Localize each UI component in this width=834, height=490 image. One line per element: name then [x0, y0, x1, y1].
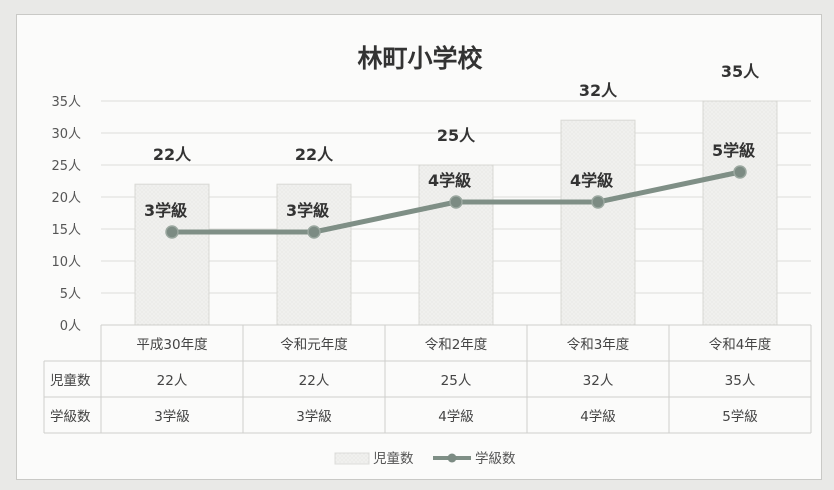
chart-title: 林町小学校: [357, 44, 483, 73]
x-tick-label: 令和3年度: [567, 337, 630, 353]
table-cell: 22人: [299, 373, 330, 389]
table-cell: 4学級: [438, 409, 474, 425]
line-point: [449, 195, 463, 209]
table-cell: 3学級: [296, 409, 332, 425]
bar: [134, 183, 210, 326]
y-tick-label: 35人: [51, 95, 81, 110]
legend-label: 児童数: [373, 450, 414, 467]
table-cell: 32人: [583, 373, 614, 389]
line-point: [165, 225, 179, 239]
legend-label: 学級数: [475, 451, 516, 467]
x-tick-label: 令和2年度: [425, 337, 488, 353]
bar-value-label: 35人: [721, 62, 760, 81]
x-tick-label: 令和元年度: [280, 337, 348, 353]
table-cell: 35人: [725, 373, 756, 389]
bar-value-label: 32人: [579, 81, 618, 100]
line-value-label: 3学級: [144, 201, 187, 220]
y-tick-label: 20人: [51, 191, 81, 206]
chart-frame: 林町小学校 0人 5人 10人 15人 20人 25人 30人 35人 22人 22人 25人 32…: [16, 14, 822, 480]
line-value-label: 4学級: [428, 171, 471, 190]
table-cell: 5学級: [722, 409, 758, 425]
y-tick-label: 5人: [60, 287, 81, 302]
y-tick-label: 25人: [51, 159, 81, 174]
bar: [702, 100, 778, 326]
bar-value-label: 25人: [437, 126, 476, 145]
y-tick-label: 15人: [51, 223, 81, 238]
legend-swatch-marker: [447, 453, 457, 463]
bar: [276, 183, 352, 326]
table-cell: 3学級: [154, 409, 190, 425]
line-value-label: 3学級: [286, 201, 329, 220]
table-cell: 4学級: [580, 409, 616, 425]
bar-value-label: 22人: [153, 145, 192, 164]
bar: [560, 119, 636, 326]
y-axis-ticks: 0人 5人 10人 15人 20人 25人 30人 35人: [51, 95, 81, 334]
x-tick-label: 平成30年度: [136, 337, 207, 353]
bars: 22人 22人 25人 32人 35人: [134, 62, 778, 326]
bar: [418, 164, 494, 326]
class-count-line: 3学級 3学級 4学級 4学級 5学級: [144, 141, 755, 239]
table-row-header: 学級数: [50, 409, 91, 425]
table-cell: 25人: [441, 373, 472, 389]
line-point: [307, 225, 321, 239]
table-row-header: 児童数: [50, 372, 91, 389]
chart-canvas: 林町小学校 0人 5人 10人 15人 20人 25人 30人 35人 22人 22人 25人 32…: [43, 44, 812, 467]
line-point: [591, 195, 605, 209]
y-tick-label: 0人: [60, 319, 81, 334]
y-tick-label: 30人: [51, 127, 81, 142]
table-cell: 22人: [157, 373, 188, 389]
line-value-label: 4学級: [570, 171, 613, 190]
line-value-label: 5学級: [712, 141, 755, 160]
legend: 児童数 学級数: [334, 450, 516, 467]
x-tick-label: 令和4年度: [709, 337, 772, 353]
y-tick-label: 10人: [51, 255, 81, 270]
bar-value-label: 22人: [295, 145, 334, 164]
line-point: [733, 165, 747, 179]
legend-swatch-bar: [334, 452, 370, 465]
